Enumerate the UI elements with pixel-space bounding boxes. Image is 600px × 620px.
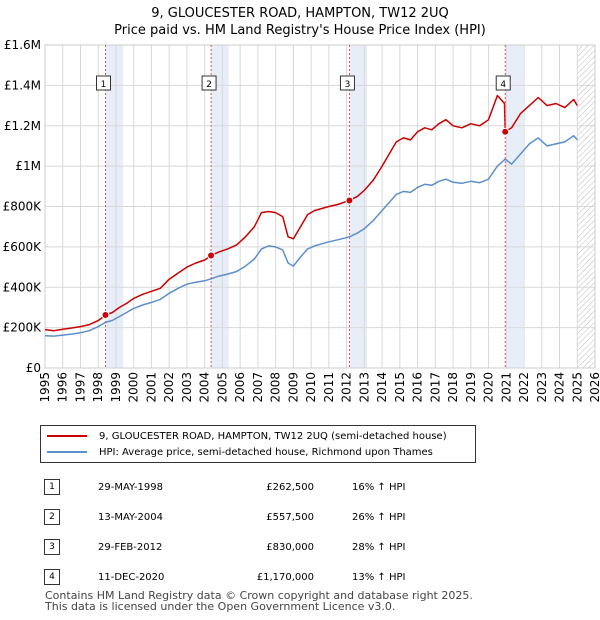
x-tick-label: 2004 [198,372,212,403]
sale-price: £830,000 [266,541,314,553]
sale-point [345,196,354,205]
sale-date: 11-DEC-2020 [98,571,165,583]
y-tick-label: £800K [3,200,43,214]
x-tick-label: 2002 [162,372,176,403]
plot-frame [44,44,596,369]
price-chart: £0 £200K £400K £600K £800K £1M £1.2M £1.4M £1.6M… [3,38,600,403]
footer-copyright: Contains HM Land Registry data © Crown c… [45,589,473,602]
y-tick-label: £1.4M [4,78,41,92]
sale-hpi-diff: 26% ↑ HPI [352,511,406,523]
x-tick-label: 2023 [535,372,549,403]
x-tick-label: 2025 [570,372,584,403]
sale-point [101,311,110,320]
chart-series [44,94,578,337]
y-tick-label: £1.6M [4,38,41,52]
x-tick-label: 2016 [411,372,425,403]
x-tick-label: 2006 [233,372,247,403]
table-row: 2 13-MAY-2004 £557,500 26% ↑ HPI [44,502,472,532]
table-row: 1 29-MAY-1998 £262,500 16% ↑ HPI [44,472,472,502]
sale-number-badge: 2 [44,509,60,525]
x-tick-label: 1995 [38,372,52,403]
x-tick-label: 1997 [73,372,87,403]
sale-price: £1,170,000 [256,571,314,583]
sale-hpi-diff: 13% ↑ HPI [352,571,406,583]
footer: Contains HM Land Registry data © Crown c… [45,590,473,612]
x-tick-label: 2010 [304,372,318,403]
sale-number-label: 4 [500,80,506,90]
x-tick-label: 2005 [215,372,229,403]
sale-number-box [96,75,111,91]
sale-number-badge: 3 [44,539,60,555]
sale-number-badge: 4 [44,569,60,585]
x-tick-label: 2013 [357,372,371,403]
x-tick-label: 2012 [340,372,354,403]
x-tick-label: 1996 [56,372,70,403]
legend-item-property: 9, GLOUCESTER ROAD, HAMPTON, TW12 2UQ (s… [47,429,447,443]
x-tick-label: 2007 [251,372,265,403]
legend-item-hpi: HPI: Average price, semi-detached house,… [47,445,433,459]
y-tick-label: £200K [3,321,43,335]
sale-number-box [339,75,355,91]
sale-hpi-diff: 16% ↑ HPI [352,481,406,493]
table-row: 4 11-DEC-2020 £1,170,000 13% ↑ HPI [44,562,472,592]
x-tick-label: 1998 [91,372,105,403]
legend-line-blue [47,451,87,453]
sale-number-badge: 1 [44,479,60,495]
chart-subtitle: Price paid vs. HM Land Registry's House … [114,23,486,38]
sale-point [207,251,216,260]
sale-date: 13-MAY-2004 [98,511,164,523]
x-tick-label: 2024 [553,372,567,403]
sale-date: 29-FEB-2012 [98,541,163,553]
x-tick-label: 2017 [428,372,442,403]
legend-label-property: 9, GLOUCESTER ROAD, HAMPTON, TW12 2UQ (s… [99,430,447,442]
y-tick-label: £1.2M [4,119,41,133]
y-tick-label: £400K [3,280,43,294]
sale-price: £262,500 [266,481,314,493]
sale-date: 29-MAY-1998 [98,481,164,493]
x-tick-label: 2015 [393,372,407,403]
sale-number-box [201,75,217,91]
property-price-line [44,94,578,332]
sale-markers: 1 2 3 4 [96,45,511,368]
x-tick-label: 2020 [482,372,496,403]
legend-line-red [47,435,87,437]
sales-table: 1 29-MAY-1998 £262,500 16% ↑ HPI 2 13-MA… [44,472,472,592]
y-tick-label: £1M [15,159,41,173]
y-tick-label: £600K [3,240,43,254]
sale-price: £557,500 [266,511,314,523]
x-tick-label: 2001 [144,372,158,403]
x-tick-label: 2022 [517,372,531,403]
x-tick-label: 2026 [588,372,600,403]
y-tick-label: £0 [26,361,41,375]
table-row: 3 29-FEB-2012 £830,000 28% ↑ HPI [44,532,472,562]
footer-license: This data is licensed under the Open Gov… [45,600,396,613]
chart-axes: £0 £200K £400K £600K £800K £1M £1.2M £1.4M £1.6M… [3,38,600,403]
x-tick-label: 2011 [322,372,336,403]
sale-hpi-diff: 28% ↑ HPI [352,541,406,553]
x-tick-label: 1999 [109,372,123,403]
x-tick-label: 2003 [180,372,194,403]
x-tick-label: 2014 [375,372,389,403]
x-tick-label: 2000 [127,372,141,403]
sale-point [501,127,510,136]
sale-number-label: 2 [206,80,212,90]
legend-label-hpi: HPI: Average price, semi-detached house,… [99,446,433,458]
sale-number-label: 3 [345,80,351,90]
x-tick-label: 2019 [464,372,478,403]
sale-number-label: 1 [101,80,107,90]
x-tick-label: 2018 [446,372,460,403]
x-tick-label: 2008 [269,372,283,403]
chart-title: 9, GLOUCESTER ROAD, HAMPTON, TW12 2UQ [151,6,449,21]
x-tick-label: 2021 [499,372,513,403]
hpi-line [44,135,578,337]
sale-number-box [495,75,511,91]
chart-legend: 9, GLOUCESTER ROAD, HAMPTON, TW12 2UQ (s… [40,425,476,463]
x-tick-label: 2009 [286,372,300,403]
